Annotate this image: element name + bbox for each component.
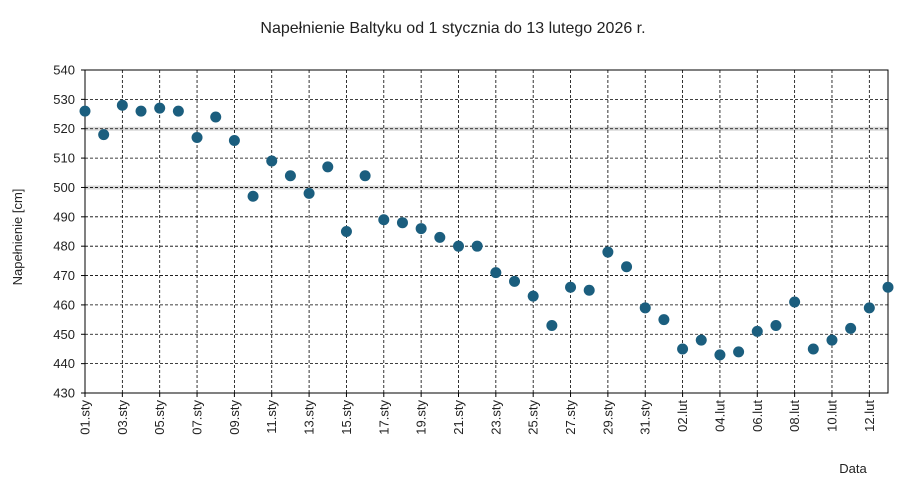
x-tick-label: 25.sty xyxy=(526,400,541,435)
data-point xyxy=(303,187,315,199)
y-tick-label: 460 xyxy=(53,297,75,312)
x-tick-label: 06.lut xyxy=(750,400,765,432)
x-tick-label: 23.sty xyxy=(488,400,503,435)
data-point xyxy=(490,267,502,279)
y-axis-label: Napełnienie [cm] xyxy=(10,189,25,286)
grid xyxy=(85,70,888,393)
x-tick-label: 07.sty xyxy=(190,400,205,435)
data-point xyxy=(527,290,539,302)
data-point xyxy=(770,319,782,331)
data-point xyxy=(378,214,390,226)
data-point xyxy=(452,240,464,252)
data-point xyxy=(284,170,296,182)
x-tick-label: 12.lut xyxy=(862,400,877,432)
data-point xyxy=(266,155,278,167)
data-point xyxy=(471,240,483,252)
data-point xyxy=(826,334,838,346)
data-point xyxy=(154,102,166,114)
data-points xyxy=(79,99,894,361)
plot-area xyxy=(84,69,889,394)
y-tick-label: 500 xyxy=(53,180,75,195)
data-point xyxy=(658,314,670,326)
data-point xyxy=(98,129,110,141)
y-tick-label: 510 xyxy=(53,151,75,166)
x-tick-label: 01.sty xyxy=(78,400,93,435)
data-point xyxy=(789,296,801,308)
data-point xyxy=(135,105,147,117)
x-axis-label: Data xyxy=(839,461,867,476)
x-tick-label: 29.sty xyxy=(600,400,615,435)
x-tick-label: 08.lut xyxy=(787,400,802,432)
x-tick-label: 09.sty xyxy=(227,400,242,435)
data-point xyxy=(714,349,726,361)
data-point xyxy=(210,111,222,123)
data-point xyxy=(845,322,857,334)
data-point xyxy=(415,223,427,235)
x-tick-label: 17.sty xyxy=(376,400,391,435)
data-point xyxy=(340,226,352,237)
data-point xyxy=(546,319,558,331)
data-point xyxy=(396,217,408,229)
data-point xyxy=(116,99,128,111)
y-tick-label: 430 xyxy=(53,386,75,401)
x-tick-label: 03.sty xyxy=(115,400,130,435)
y-tick-label: 490 xyxy=(53,209,75,224)
data-point xyxy=(434,231,446,243)
x-tick-label: 02.lut xyxy=(675,400,690,432)
y-tick-label: 530 xyxy=(53,92,75,107)
data-point xyxy=(79,105,91,117)
x-tick-label: 31.sty xyxy=(638,400,653,435)
x-tick-label: 13.sty xyxy=(302,400,317,435)
data-point xyxy=(228,134,240,146)
y-tick-label: 540 xyxy=(53,63,75,78)
data-point xyxy=(621,261,633,273)
x-tick-label: 19.sty xyxy=(414,400,429,435)
data-point xyxy=(882,281,894,293)
data-point xyxy=(191,132,203,144)
y-axis-ticks: 430 440 450 460 470 480 490 500 510 520 530 540 xyxy=(53,63,85,401)
data-point xyxy=(695,334,707,346)
data-point xyxy=(733,346,745,358)
data-point xyxy=(565,281,577,293)
y-tick-label: 480 xyxy=(53,239,75,254)
data-point xyxy=(322,161,334,173)
y-tick-label: 520 xyxy=(53,121,75,136)
y-tick-label: 470 xyxy=(53,268,75,283)
data-point xyxy=(602,246,614,258)
x-axis-ticks: 01.sty 03.sty 05.sty 07.sty 09.sty 11.sty 13.s… xyxy=(78,393,877,435)
data-point xyxy=(677,343,689,355)
x-tick-label: 27.sty xyxy=(563,400,578,435)
data-point xyxy=(172,105,184,117)
data-point xyxy=(359,170,371,182)
x-tick-label: 10.lut xyxy=(824,400,839,432)
data-point xyxy=(583,284,595,296)
data-point xyxy=(247,190,259,202)
data-point xyxy=(639,302,651,314)
y-tick-label: 450 xyxy=(53,327,75,342)
x-tick-label: 05.sty xyxy=(152,400,167,435)
x-tick-label: 15.sty xyxy=(339,400,354,435)
data-point xyxy=(807,343,819,355)
x-tick-label: 21.sty xyxy=(451,400,466,435)
chart-title: Napełnienie Baltyku od 1 stycznia do 13 … xyxy=(260,20,645,37)
data-point xyxy=(751,325,763,337)
x-tick-label: 04.lut xyxy=(712,400,727,432)
data-point xyxy=(863,302,875,314)
x-tick-label: 11.sty xyxy=(264,400,279,434)
data-point xyxy=(509,275,521,287)
y-tick-label: 440 xyxy=(53,356,75,371)
